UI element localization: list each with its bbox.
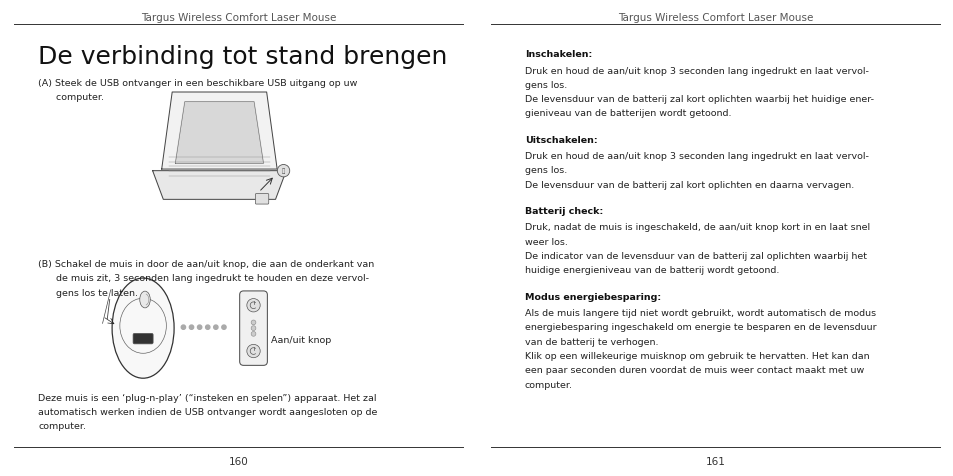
Text: De levensduur van de batterij zal kort oplichten waarbij het huidige ener-: De levensduur van de batterij zal kort o… bbox=[524, 95, 873, 104]
Text: huidige energieniveau van de batterij wordt getoond.: huidige energieniveau van de batterij wo… bbox=[524, 266, 779, 275]
Circle shape bbox=[251, 326, 255, 331]
Text: Als de muis langere tijd niet wordt gebruikt, wordt automatisch de modus: Als de muis langere tijd niet wordt gebr… bbox=[524, 308, 875, 317]
Text: Druk en houd de aan/uit knop 3 seconden lang ingedrukt en laat vervol-: Druk en houd de aan/uit knop 3 seconden … bbox=[524, 67, 867, 75]
Text: Modus energiebesparing:: Modus energiebesparing: bbox=[524, 292, 660, 301]
Text: De levensduur van de batterij zal kort oplichten en daarna vervagen.: De levensduur van de batterij zal kort o… bbox=[524, 180, 853, 189]
Text: automatisch werken indien de USB ontvanger wordt aangesloten op de: automatisch werken indien de USB ontvang… bbox=[38, 407, 377, 416]
Ellipse shape bbox=[112, 278, 173, 378]
Text: computer.: computer. bbox=[38, 93, 104, 102]
Text: van de batterij te verhogen.: van de batterij te verhogen. bbox=[524, 337, 658, 346]
Text: gens los.: gens los. bbox=[524, 166, 566, 175]
Text: Deze muis is een ‘plug-n-play’ (“insteken en spelen”) apparaat. Het zal: Deze muis is een ‘plug-n-play’ (“insteke… bbox=[38, 393, 376, 402]
Text: (B) Schakel de muis in door de aan/uit knop, die aan de onderkant van: (B) Schakel de muis in door de aan/uit k… bbox=[38, 259, 374, 268]
Text: energiebesparing ingeschakeld om energie te besparen en de levensduur: energiebesparing ingeschakeld om energie… bbox=[524, 323, 876, 332]
Text: gens los.: gens los. bbox=[524, 81, 566, 89]
Text: Targus Wireless Comfort Laser Mouse: Targus Wireless Comfort Laser Mouse bbox=[618, 13, 812, 23]
Text: De indicator van de levensduur van de batterij zal oplichten waarbij het: De indicator van de levensduur van de ba… bbox=[524, 252, 865, 260]
Text: Aan/uit knop: Aan/uit knop bbox=[271, 336, 331, 345]
Circle shape bbox=[247, 345, 260, 358]
Circle shape bbox=[213, 326, 217, 329]
Text: Druk en houd de aan/uit knop 3 seconden lang ingedrukt en laat vervol-: Druk en houd de aan/uit knop 3 seconden … bbox=[524, 152, 867, 161]
FancyBboxPatch shape bbox=[255, 194, 269, 205]
Text: Klik op een willekeurige muisknop om gebruik te hervatten. Het kan dan: Klik op een willekeurige muisknop om geb… bbox=[524, 351, 868, 360]
Text: Druk, nadat de muis is ingeschakeld, de aan/uit knop kort in en laat snel: Druk, nadat de muis is ingeschakeld, de … bbox=[524, 223, 869, 232]
Text: Inschakelen:: Inschakelen: bbox=[524, 50, 591, 59]
Text: 160: 160 bbox=[229, 456, 248, 466]
Text: gieniveau van de batterijen wordt getoond.: gieniveau van de batterijen wordt getoon… bbox=[524, 109, 730, 118]
Circle shape bbox=[197, 326, 201, 329]
Circle shape bbox=[221, 326, 226, 329]
Text: gens los te laten.: gens los te laten. bbox=[38, 288, 138, 297]
Text: (A) Steek de USB ontvanger in een beschikbare USB uitgang op uw: (A) Steek de USB ontvanger in een beschi… bbox=[38, 79, 357, 88]
Text: Uitschakelen:: Uitschakelen: bbox=[524, 136, 597, 144]
Text: een paar seconden duren voordat de muis weer contact maakt met uw: een paar seconden duren voordat de muis … bbox=[524, 366, 863, 375]
Circle shape bbox=[277, 165, 290, 178]
Text: De verbinding tot stand brengen: De verbinding tot stand brengen bbox=[38, 45, 447, 69]
Text: Targus Wireless Comfort Laser Mouse: Targus Wireless Comfort Laser Mouse bbox=[141, 13, 335, 23]
Text: Batterij check:: Batterij check: bbox=[524, 207, 602, 216]
Polygon shape bbox=[162, 93, 277, 170]
Text: computer.: computer. bbox=[38, 421, 86, 430]
Ellipse shape bbox=[139, 291, 150, 308]
Circle shape bbox=[251, 320, 255, 325]
Text: de muis zit, 3 seconden lang ingedrukt te houden en deze vervol-: de muis zit, 3 seconden lang ingedrukt t… bbox=[38, 274, 369, 283]
Circle shape bbox=[181, 326, 185, 329]
Text: computer.: computer. bbox=[524, 380, 572, 389]
Text: weer los.: weer los. bbox=[524, 238, 567, 246]
Polygon shape bbox=[152, 171, 286, 200]
Circle shape bbox=[251, 332, 255, 337]
Text: 161: 161 bbox=[705, 456, 724, 466]
Text: ⎕: ⎕ bbox=[281, 169, 285, 174]
Polygon shape bbox=[175, 102, 263, 164]
Circle shape bbox=[205, 326, 210, 329]
Circle shape bbox=[189, 326, 193, 329]
Circle shape bbox=[247, 299, 260, 312]
FancyBboxPatch shape bbox=[239, 291, 267, 366]
FancyBboxPatch shape bbox=[132, 334, 152, 344]
